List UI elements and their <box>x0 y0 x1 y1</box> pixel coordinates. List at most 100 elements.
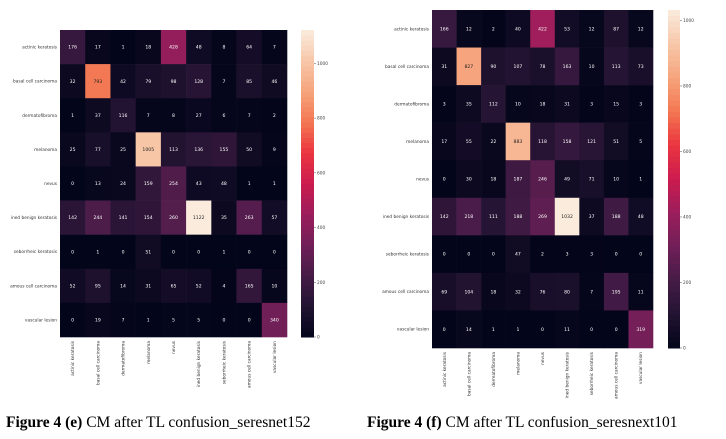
row-label: ined benign keratosis <box>11 215 58 221</box>
cell-value: 77 <box>95 147 101 153</box>
heatmap-cell <box>554 85 580 123</box>
cell-value: 37 <box>95 113 101 119</box>
heatmap-cell <box>261 234 288 270</box>
cell-value: 136 <box>194 147 203 153</box>
cell-value: 12 <box>638 26 644 32</box>
colorbar-segment <box>668 38 680 45</box>
cell-value: 883 <box>514 139 523 145</box>
colorbar-segment <box>668 314 680 321</box>
cell-value: 46 <box>271 79 277 85</box>
heatmap-cell <box>110 166 136 201</box>
heatmap-cell <box>481 197 506 236</box>
colorbar-segment <box>668 139 680 146</box>
colorbar-segment <box>668 10 680 17</box>
colorbar-segment <box>668 336 680 343</box>
heatmap-cell <box>628 272 654 311</box>
heatmap-cell <box>505 235 531 274</box>
heatmap-cell <box>110 302 136 338</box>
heatmap-cell <box>579 160 605 199</box>
cell-value: 5 <box>639 139 642 145</box>
row-label: basal cell carcinoma <box>385 64 429 70</box>
cell-value: 188 <box>612 214 621 220</box>
cell-value: 25 <box>120 147 126 153</box>
heatmap-cell <box>60 166 86 201</box>
colorbar-segment <box>301 116 314 123</box>
colorbar-segment <box>668 32 680 39</box>
colorbar-segment <box>668 43 680 50</box>
colorbar-segment <box>301 280 314 287</box>
cell-value: 35 <box>466 101 472 107</box>
colorbar-segment <box>301 285 314 292</box>
cell-value: 2 <box>541 252 544 258</box>
heatmap-cell <box>110 98 136 133</box>
colorbar-segment <box>301 321 314 328</box>
colorbar-tick-label: 800 <box>683 83 691 89</box>
cell-value: 1 <box>273 181 276 187</box>
heatmap-cell <box>505 160 531 199</box>
colorbar-segment <box>301 101 314 108</box>
colorbar-segment <box>668 224 680 231</box>
heatmap-cell <box>530 122 556 161</box>
heatmap-cell <box>530 85 556 123</box>
heatmap-cell <box>110 234 136 270</box>
cell-value: 48 <box>638 214 644 220</box>
colorbar-segment <box>301 326 314 333</box>
colorbar-tick-label: 400 <box>317 225 325 231</box>
cell-value: 1 <box>516 327 519 333</box>
colorbar-segment <box>301 65 314 72</box>
cell-value: 1032 <box>561 214 573 220</box>
cell-value: 1 <box>492 327 495 333</box>
heatmap-cell <box>432 310 457 349</box>
heatmap-cell <box>135 268 162 304</box>
colorbar-segment <box>668 331 680 338</box>
row-label: amous cell carcinoma <box>382 289 429 295</box>
colorbar-segment <box>668 133 680 141</box>
cell-value: 1122 <box>193 215 205 221</box>
colorbar-segment <box>668 229 680 236</box>
col-label: vascular lesion <box>638 352 644 384</box>
cell-value: 14 <box>120 283 126 289</box>
cell-value: 52 <box>196 283 202 289</box>
cell-value: 155 <box>220 147 229 153</box>
colorbar-segment <box>301 96 314 103</box>
cell-value: 188 <box>514 214 523 220</box>
colorbar-segment <box>668 257 680 264</box>
heatmap-cell <box>211 30 237 65</box>
heatmap-cell <box>530 235 556 274</box>
heatmap-e: 176 17 1 18 428 48 8 64 732 793 42 79 98 128 7 85 461 37 1… <box>10 30 288 388</box>
cell-value: 85 <box>246 79 252 85</box>
cell-value: 98 <box>171 79 177 85</box>
heatmap-cell <box>554 310 580 349</box>
colorbar-segment <box>668 122 680 129</box>
colorbar-segment <box>301 244 314 251</box>
cell-value: 17 <box>441 139 447 145</box>
heatmap-cell <box>554 197 580 236</box>
heatmap-cell <box>60 98 86 133</box>
cell-value: 113 <box>612 64 621 70</box>
heatmap-cell <box>554 10 580 48</box>
cell-value: 11 <box>564 327 570 333</box>
cell-value: 319 <box>636 327 645 333</box>
heatmap-cell <box>110 30 136 65</box>
cell-value: 163 <box>563 64 572 70</box>
colorbar-segment <box>301 290 314 297</box>
cell-value: 8 <box>172 113 175 119</box>
cell-value: 142 <box>68 215 77 221</box>
colorbar-segment <box>301 81 314 87</box>
heatmap-cell <box>60 234 86 270</box>
cell-value: 52 <box>70 283 76 289</box>
cell-value: 159 <box>144 181 153 187</box>
colorbar-segment <box>668 173 680 180</box>
colorbar-tick-label: 200 <box>683 280 691 286</box>
heatmap-cell <box>505 272 531 311</box>
heatmap-cell <box>60 30 86 65</box>
heatmap-cell <box>505 197 531 236</box>
cell-value: 254 <box>169 181 178 187</box>
cell-value: 827 <box>464 64 473 70</box>
heatmap-cell <box>160 200 187 235</box>
colorbar-segment <box>301 147 314 154</box>
cell-value: 32 <box>515 289 521 295</box>
cell-value: 51 <box>613 139 619 145</box>
colorbar-segment <box>301 250 314 256</box>
